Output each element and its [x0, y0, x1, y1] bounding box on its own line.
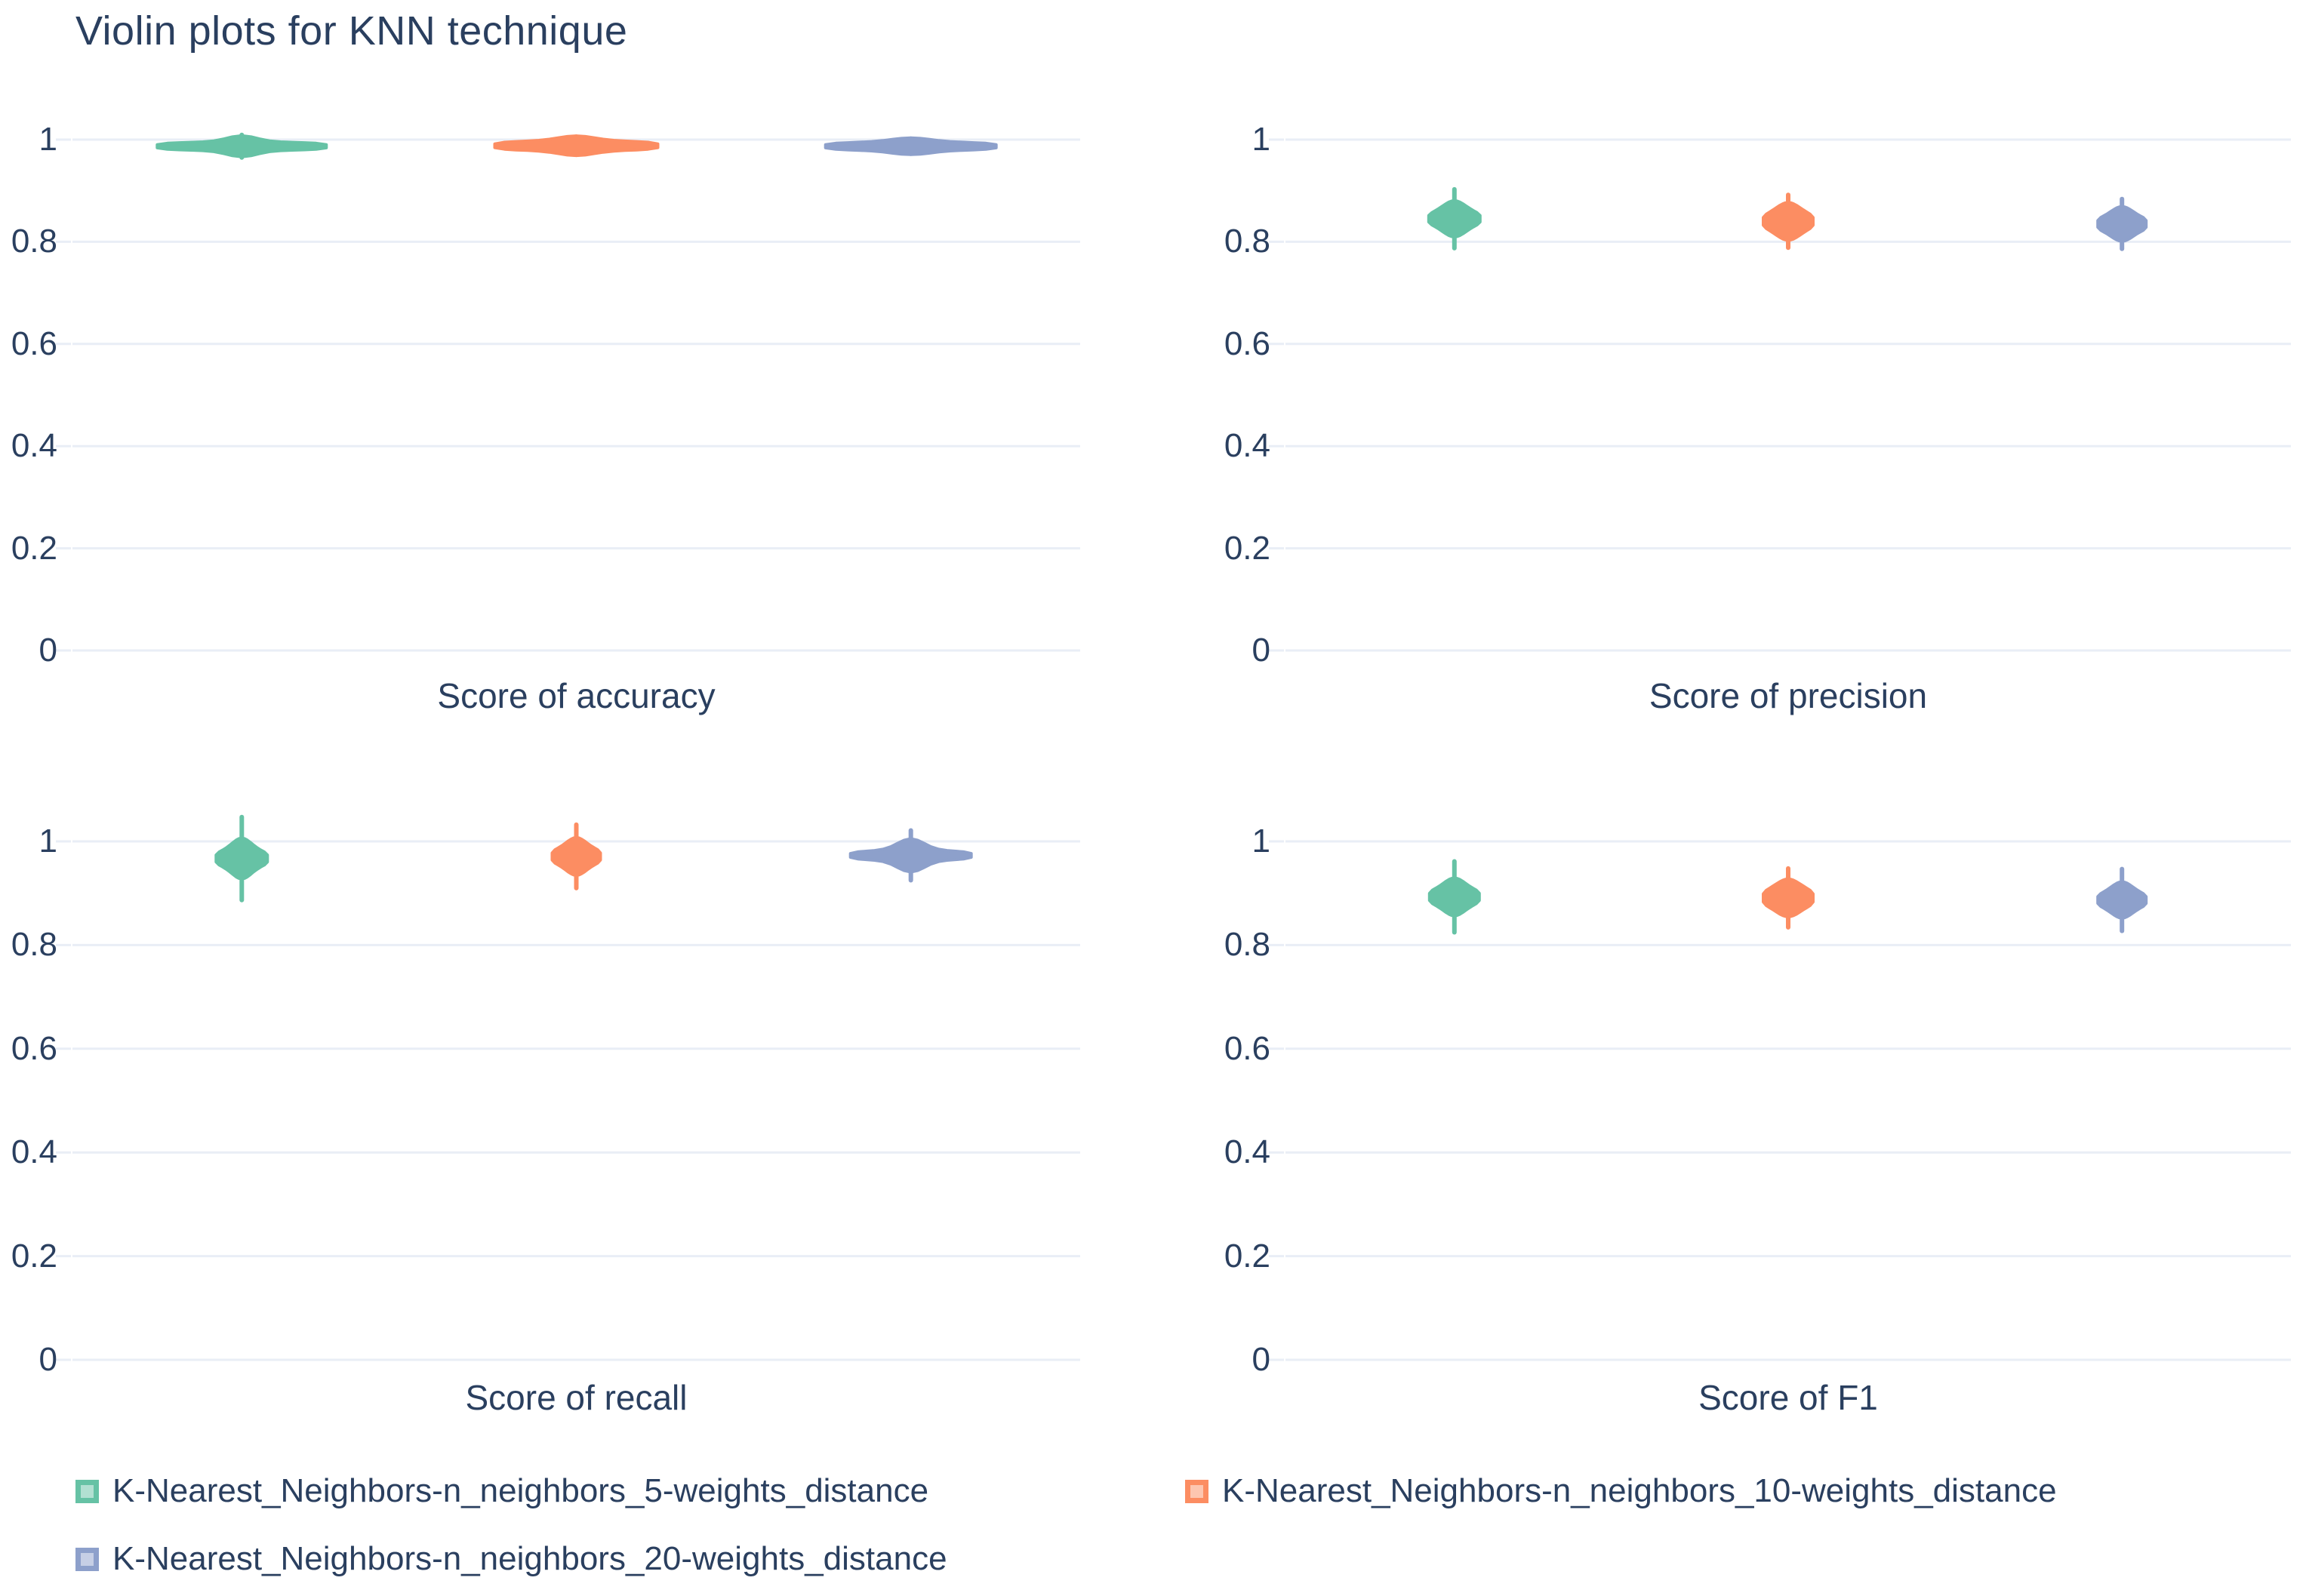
legend-item-knn5[interactable]: K-Nearest_Neighbors-n_neighbors_5-weight…: [75, 1470, 928, 1512]
plot-area-recall: [56, 814, 1080, 1361]
x-axis-title-f1: Score of F1: [1698, 1378, 1878, 1417]
y-tick-label: 0.2: [1224, 529, 1270, 567]
y-tick-label: 0: [38, 632, 57, 669]
y-tick-label: 0.4: [11, 1133, 57, 1171]
legend-swatch-knn5-icon: [75, 1479, 99, 1503]
y-tick-label: 0.6: [11, 1029, 57, 1067]
y-tick-label: 0.8: [1224, 926, 1270, 964]
legend-swatch-knn10-icon: [1185, 1479, 1208, 1503]
y-tick-label: 0.8: [1224, 223, 1270, 260]
subplot-accuracy: Score of accuracy 1 0.8 0.6 0.4 0.2 0: [0, 57, 1080, 736]
x-axis-title-recall: Score of recall: [465, 1378, 688, 1417]
plot-area-precision: [1269, 138, 2291, 652]
y-tick-label: 0.2: [11, 529, 57, 567]
legend-label-knn5: K-Nearest_Neighbors-n_neighbors_5-weight…: [112, 1472, 929, 1509]
subplot-recall: Score of recall 1 0.8 0.6 0.4 0.2 0: [0, 758, 1080, 1445]
figure-title: Violin plots for KNN technique: [75, 8, 628, 54]
y-tick-label: 1: [1252, 823, 1270, 860]
y-tick-label: 0.4: [1224, 1133, 1270, 1171]
y-tick-label: 0.6: [1224, 324, 1270, 362]
legend-item-knn20[interactable]: K-Nearest_Neighbors-n_neighbors_20-weigh…: [75, 1538, 947, 1580]
y-tick-label: 1: [38, 121, 57, 158]
x-axis-title-accuracy: Score of accuracy: [437, 676, 716, 715]
y-tick-label: 0.4: [1224, 427, 1270, 465]
y-tick-label: 0: [1252, 1341, 1270, 1378]
plot-area-accuracy: [56, 132, 1080, 652]
subplot-precision: Score of precision 1 0.8 0.6 0.4 0.2 0: [1213, 57, 2291, 736]
legend-item-knn10[interactable]: K-Nearest_Neighbors-n_neighbors_10-weigh…: [1185, 1470, 2057, 1512]
y-tick-label: 0.2: [1224, 1237, 1270, 1275]
legend-label-knn10: K-Nearest_Neighbors-n_neighbors_10-weigh…: [1222, 1472, 2057, 1509]
y-tick-label: 1: [38, 823, 57, 860]
y-tick-label: 0: [1252, 632, 1270, 669]
x-axis-title-precision: Score of precision: [1649, 676, 1928, 715]
y-tick-label: 0: [38, 1341, 57, 1378]
legend-swatch-knn20-icon: [75, 1547, 99, 1571]
y-tick-label: 0.8: [11, 223, 57, 260]
y-tick-label: 0.4: [11, 427, 57, 465]
y-tick-label: 1: [1252, 121, 1270, 158]
y-tick-label: 0.6: [1224, 1029, 1270, 1067]
y-tick-label: 0.2: [11, 1237, 57, 1275]
subplot-f1: Score of F1 1 0.8 0.6 0.4 0.2 0: [1213, 758, 2291, 1445]
plot-area-f1: [1269, 840, 2291, 1361]
y-tick-label: 0.8: [11, 926, 57, 964]
legend-label-knn20: K-Nearest_Neighbors-n_neighbors_20-weigh…: [112, 1540, 947, 1577]
y-tick-label: 0.6: [11, 324, 57, 362]
